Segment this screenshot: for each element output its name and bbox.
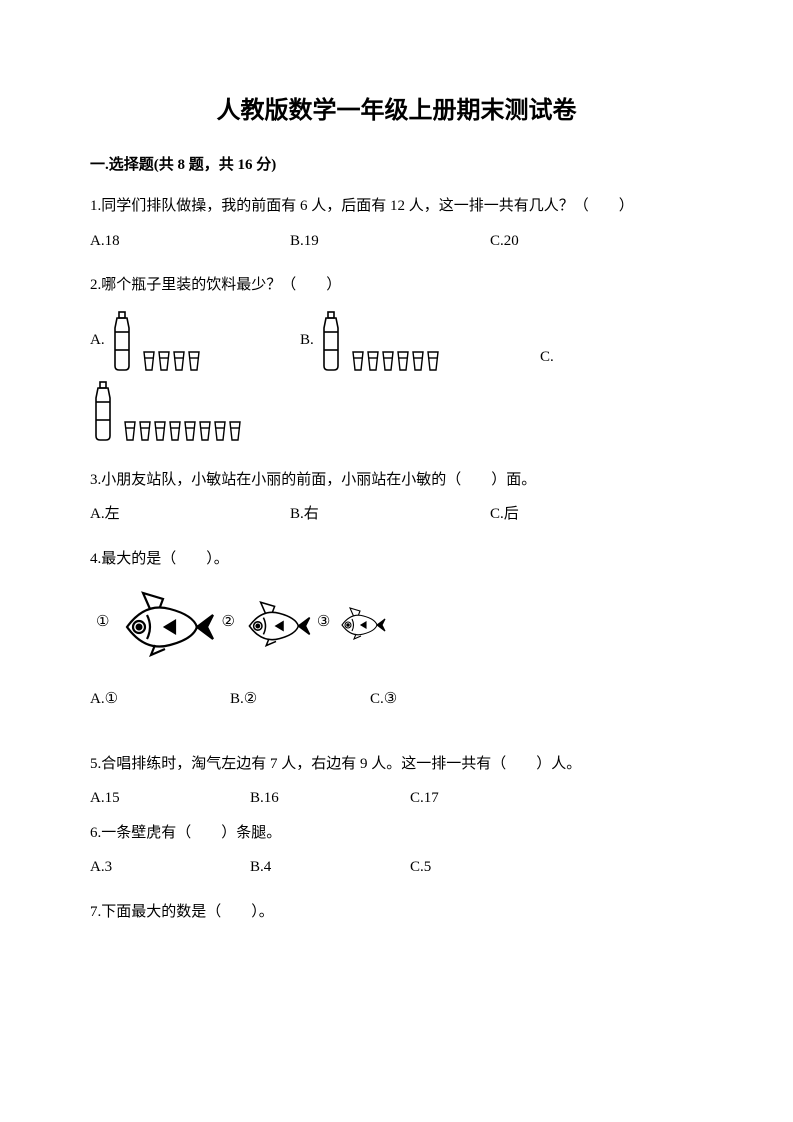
fish-icon-medium <box>241 598 311 647</box>
question-4-options: A.① B.② C.③ <box>90 685 703 714</box>
page: 人教版数学一年级上册期末测试卷 一.选择题(共 8 题，共 16 分) 1.同学… <box>0 0 793 1122</box>
q6-option-b: B.4 <box>250 853 410 882</box>
q2-label-c: C. <box>540 343 554 372</box>
q1-option-b: B.19 <box>290 227 490 256</box>
question-7-text: 7.下面最大的数是（ ）。 <box>90 898 703 927</box>
fish-icon-small <box>336 605 386 640</box>
question-5-options: A.15 B.16 C.17 <box>90 784 703 813</box>
q5-option-c: C.17 <box>410 784 439 813</box>
q2-option-c <box>90 380 703 442</box>
question-1: 1.同学们排队做操，我的前面有 6 人，后面有 12 人，这一排一共有几人？（ … <box>90 192 703 255</box>
q5-option-a: A.15 <box>90 784 250 813</box>
q3-option-c: C.后 <box>490 500 519 529</box>
bottle-icon <box>90 380 116 442</box>
question-2-text: 2.哪个瓶子里装的饮料最少？（ ） <box>90 271 703 300</box>
question-7: 7.下面最大的数是（ ）。 <box>90 898 703 927</box>
question-3: 3.小朋友站队，小敏站在小丽的前面，小丽站在小敏的（ ）面。 A.左 B.右 C… <box>90 466 703 529</box>
q4-fish-label-2: ② <box>221 608 234 637</box>
q5-option-b: B.16 <box>250 784 410 813</box>
q4-option-c: C.③ <box>370 685 397 714</box>
q2-option-b: B. <box>300 310 540 372</box>
page-title: 人教版数学一年级上册期末测试卷 <box>90 90 703 125</box>
bottle-icon <box>109 310 135 372</box>
question-3-text: 3.小朋友站队，小敏站在小丽的前面，小丽站在小敏的（ ）面。 <box>90 466 703 495</box>
q2-option-a: A. <box>90 310 300 372</box>
question-6-text: 6.一条壁虎有（ ）条腿。 <box>90 819 703 848</box>
q4-option-b: B.② <box>230 685 370 714</box>
q4-fish-label-1: ① <box>96 608 109 637</box>
q1-option-c: C.20 <box>490 227 519 256</box>
question-6-options: A.3 B.4 C.5 <box>90 853 703 882</box>
q6-option-a: A.3 <box>90 853 250 882</box>
question-5-text: 5.合唱排练时，淘气左边有 7 人，右边有 9 人。这一排一共有（ ）人。 <box>90 750 703 779</box>
fish-icon-large <box>115 587 215 657</box>
cups-group-c <box>122 420 242 442</box>
question-1-options: A.18 B.19 C.20 <box>90 227 703 256</box>
question-1-text: 1.同学们排队做操，我的前面有 6 人，后面有 12 人，这一排一共有几人？（ … <box>90 192 703 221</box>
question-5: 5.合唱排练时，淘气左边有 7 人，右边有 9 人。这一排一共有（ ）人。 A.… <box>90 750 703 813</box>
q4-fish-row: ① ② ③ <box>90 587 703 657</box>
q2-options-row1: A. B. <box>90 310 703 372</box>
question-4: 4.最大的是（ ）。 ① ② ③ A.① B.② C.③ <box>90 545 703 714</box>
cups-group-b <box>350 350 440 372</box>
q2-label-a: A. <box>90 326 105 355</box>
section-heading: 一.选择题(共 8 题，共 16 分) <box>90 153 703 174</box>
question-6: 6.一条壁虎有（ ）条腿。 A.3 B.4 C.5 <box>90 819 703 882</box>
q4-fish-label-3: ③ <box>317 608 330 637</box>
bottle-icon <box>318 310 344 372</box>
question-2: 2.哪个瓶子里装的饮料最少？（ ） A. <box>90 271 703 442</box>
q2-option-c-label: C. <box>540 343 558 372</box>
q4-option-a: A.① <box>90 685 230 714</box>
q1-option-a: A.18 <box>90 227 290 256</box>
q6-option-c: C.5 <box>410 853 431 882</box>
question-4-text: 4.最大的是（ ）。 <box>90 545 703 574</box>
q3-option-b: B.右 <box>290 500 490 529</box>
question-3-options: A.左 B.右 C.后 <box>90 500 703 529</box>
q3-option-a: A.左 <box>90 500 290 529</box>
cups-group-a <box>141 350 201 372</box>
q2-label-b: B. <box>300 326 314 355</box>
